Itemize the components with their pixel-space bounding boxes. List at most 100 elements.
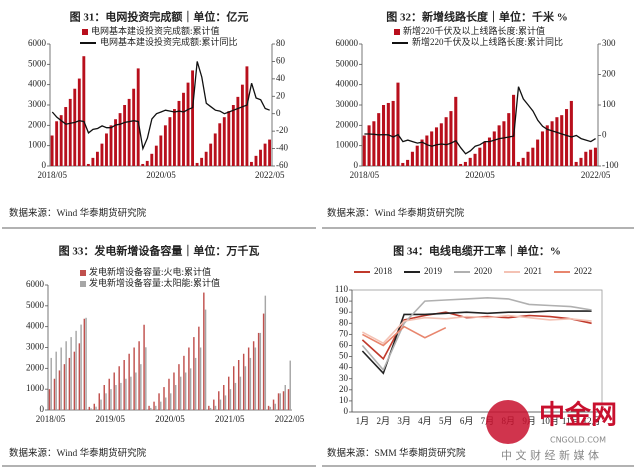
bar xyxy=(53,378,56,410)
bar xyxy=(526,151,530,166)
bar xyxy=(410,151,414,166)
bar xyxy=(95,406,97,410)
bar xyxy=(550,121,554,166)
bar xyxy=(100,143,104,166)
y-tick-label: 0 xyxy=(40,404,45,414)
bar xyxy=(73,88,77,166)
bar xyxy=(98,393,100,410)
source: 数据来源：Wind 华泰期货研究院 xyxy=(9,447,147,459)
y2-tick-label: 0 xyxy=(276,108,281,118)
bar xyxy=(584,151,588,166)
bar xyxy=(123,105,127,166)
y2-tick-label: -60 xyxy=(276,160,288,170)
bar xyxy=(254,347,257,410)
bar xyxy=(55,121,59,166)
bar xyxy=(287,389,290,410)
bar xyxy=(227,111,231,166)
bar xyxy=(245,66,249,166)
y-tick-label: 60000 xyxy=(336,38,359,48)
bar xyxy=(512,94,516,166)
bar xyxy=(232,366,235,410)
bar xyxy=(64,107,68,166)
bar xyxy=(560,115,564,166)
bar xyxy=(120,382,122,410)
bar xyxy=(282,391,285,410)
y-tick-label: 80 xyxy=(339,317,349,327)
line xyxy=(51,61,270,151)
chart-title: 图 33：发电新增设备容量｜单位：万千瓦 xyxy=(59,244,260,258)
y-tick-label: 2000 xyxy=(26,362,45,372)
logo-icon xyxy=(486,400,530,444)
line xyxy=(361,310,592,375)
bar xyxy=(194,357,197,410)
bar xyxy=(90,408,92,410)
bar xyxy=(259,149,262,166)
bar xyxy=(100,399,102,410)
bar xyxy=(415,145,419,166)
y-tick-label: 10 xyxy=(339,395,349,405)
bar xyxy=(115,385,117,410)
x-tick-label: 2022/05 xyxy=(581,170,611,180)
bar xyxy=(449,111,453,166)
plot-frame xyxy=(351,289,603,413)
logo-slogan: 中 文 财 经 新 媒 体 xyxy=(501,448,599,462)
bar xyxy=(272,399,275,410)
bar xyxy=(133,347,135,410)
bar xyxy=(268,139,272,166)
bar xyxy=(259,332,262,410)
bar xyxy=(158,393,160,410)
bar xyxy=(569,100,573,166)
bar xyxy=(279,393,281,410)
bar xyxy=(263,143,267,166)
bar xyxy=(150,407,152,410)
bar xyxy=(145,160,149,166)
bar xyxy=(127,98,131,166)
bar xyxy=(362,135,366,166)
bar xyxy=(148,405,150,410)
x-tick-label: 2月 xyxy=(376,416,390,426)
logo: 中金网 CNGOLD.COM 中 文 财 经 新 媒 体 xyxy=(486,400,617,462)
bar xyxy=(105,133,108,166)
bar xyxy=(228,376,230,410)
legend-swatch xyxy=(394,29,400,35)
source: 数据来源：Wind 华泰期货研究院 xyxy=(9,207,147,219)
bar xyxy=(262,313,265,410)
x-tick-label: 6月 xyxy=(460,416,474,426)
x-tick-label: 2018/05 xyxy=(350,170,380,180)
x-tick-label: 2020/05 xyxy=(155,414,185,424)
bar xyxy=(516,161,520,166)
bar xyxy=(239,376,242,410)
bar xyxy=(195,162,199,166)
bar xyxy=(123,360,125,410)
bar xyxy=(93,403,96,410)
y-tick-label: 6000 xyxy=(26,279,45,289)
bar xyxy=(141,163,145,166)
line xyxy=(362,314,592,345)
bar xyxy=(507,113,511,166)
chart-title: 图 31：电网投资完成额｜单位：亿元 xyxy=(70,10,249,24)
bar xyxy=(198,326,200,410)
bar xyxy=(55,351,57,410)
bar xyxy=(75,330,77,410)
y-tick-label: 40000 xyxy=(336,79,359,89)
y2-tick-label: 80 xyxy=(276,38,286,48)
bar xyxy=(444,117,448,166)
bar xyxy=(218,123,222,166)
bar xyxy=(391,100,395,166)
bar xyxy=(159,135,163,166)
bar xyxy=(234,382,237,410)
bar xyxy=(269,406,272,410)
y-tick-label: 6000 xyxy=(28,38,47,48)
y-tick-label: 20000 xyxy=(336,119,359,129)
x-tick-label: 5月 xyxy=(439,416,453,426)
bar xyxy=(70,337,72,410)
bar xyxy=(459,163,463,166)
bar xyxy=(536,139,540,166)
y-tick-label: 70 xyxy=(339,328,349,338)
bar xyxy=(218,391,220,410)
bar xyxy=(135,372,137,410)
bar xyxy=(140,364,142,410)
bar xyxy=(193,337,195,410)
bar xyxy=(222,117,226,166)
